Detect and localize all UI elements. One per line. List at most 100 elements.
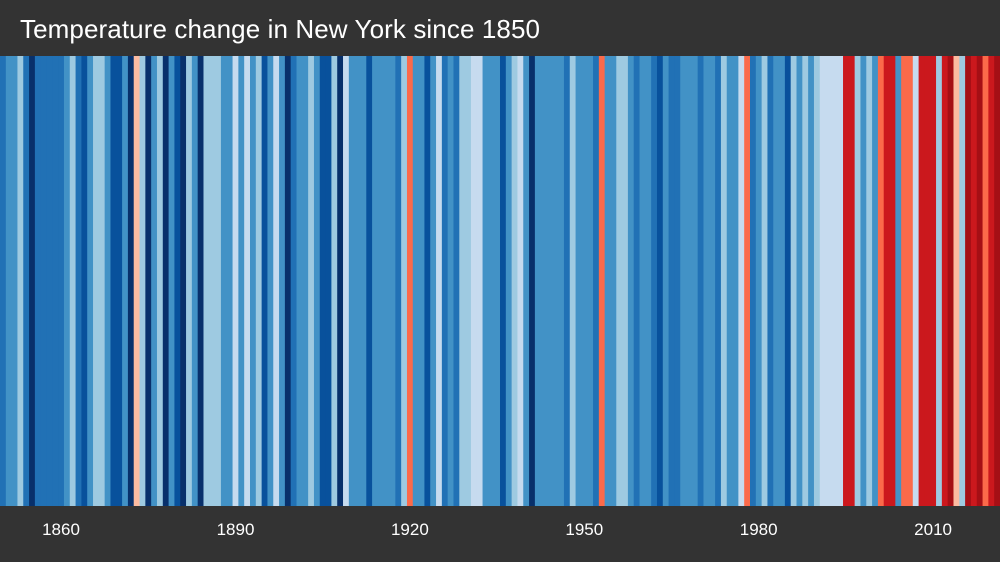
stripe-1933 xyxy=(482,56,489,506)
stripe-1905 xyxy=(319,56,327,506)
stripe-1856 xyxy=(34,56,42,506)
stripe-1964 xyxy=(662,56,670,506)
stripes-area xyxy=(0,56,1000,506)
stripe-1990 xyxy=(813,56,821,506)
stripe-1899 xyxy=(284,56,292,506)
stripe-1901 xyxy=(296,56,303,506)
stripe-1955 xyxy=(610,56,617,506)
stripe-1919 xyxy=(401,56,408,506)
stripe-1858 xyxy=(46,56,53,506)
x-tick-label: 1890 xyxy=(216,520,255,539)
stripe-1866 xyxy=(93,56,100,506)
stripe-1907 xyxy=(331,56,338,506)
stripe-1924 xyxy=(430,56,437,506)
stripe-1975 xyxy=(726,56,734,506)
stripe-1922 xyxy=(418,56,426,506)
stripe-1951 xyxy=(587,56,594,506)
stripe-1878 xyxy=(162,56,170,506)
stripe-1893 xyxy=(250,56,257,506)
stripe-1912 xyxy=(360,56,367,506)
stripe-1937 xyxy=(505,56,513,506)
stripe-1982 xyxy=(767,56,774,506)
stripe-1943 xyxy=(540,56,548,506)
stripe-1980 xyxy=(755,56,763,506)
chart-title: Temperature change in New York since 185… xyxy=(20,14,541,44)
stripe-1963 xyxy=(656,56,664,506)
stripe-1877 xyxy=(156,56,164,506)
stripe-1897 xyxy=(273,56,280,506)
stripe-1978 xyxy=(744,56,751,506)
stripe-2002 xyxy=(883,56,891,506)
stripe-2014 xyxy=(953,56,960,506)
stripe-2008 xyxy=(918,56,926,506)
stripe-1926 xyxy=(441,56,449,506)
stripe-1927 xyxy=(447,56,455,506)
stripe-1945 xyxy=(552,56,559,506)
x-tick-label: 2010 xyxy=(914,520,953,539)
stripe-1931 xyxy=(470,56,478,506)
stripe-1857 xyxy=(40,56,48,506)
stripe-1879 xyxy=(168,56,176,506)
stripe-1891 xyxy=(238,56,245,506)
stripe-1881 xyxy=(180,56,187,506)
stripe-2001 xyxy=(877,56,885,506)
stripe-1904 xyxy=(313,56,321,506)
stripe-1973 xyxy=(715,56,722,506)
stripe-1968 xyxy=(686,56,693,506)
stripe-1976 xyxy=(732,56,739,506)
stripe-1888 xyxy=(220,56,228,506)
stripe-2010 xyxy=(930,56,937,506)
stripe-1977 xyxy=(738,56,745,506)
stripe-2012 xyxy=(941,56,949,506)
stripe-1930 xyxy=(465,56,472,506)
stripe-1861 xyxy=(63,56,71,506)
stripe-1906 xyxy=(325,56,332,506)
stripe-1895 xyxy=(261,56,269,506)
stripe-1953 xyxy=(598,56,606,506)
stripe-1966 xyxy=(674,56,681,506)
stripe-1853 xyxy=(17,56,24,506)
stripe-1947 xyxy=(563,56,571,506)
stripe-1883 xyxy=(191,56,199,506)
stripe-1892 xyxy=(244,56,251,506)
stripe-1941 xyxy=(529,56,536,506)
stripe-2017 xyxy=(970,56,978,506)
stripe-1991 xyxy=(819,56,827,506)
stripe-1915 xyxy=(377,56,385,506)
stripe-1995 xyxy=(843,56,850,506)
stripe-1934 xyxy=(488,56,495,506)
stripe-2003 xyxy=(889,56,896,506)
stripe-1960 xyxy=(639,56,646,506)
stripe-1890 xyxy=(232,56,239,506)
stripe-2019 xyxy=(982,56,989,506)
stripe-1916 xyxy=(383,56,391,506)
stripe-1867 xyxy=(98,56,106,506)
stripe-1942 xyxy=(534,56,542,506)
stripe-1987 xyxy=(796,56,803,506)
stripe-1882 xyxy=(186,56,193,506)
stripe-1871 xyxy=(122,56,129,506)
stripe-1992 xyxy=(825,56,832,506)
stripe-1925 xyxy=(436,56,443,506)
stripe-2015 xyxy=(959,56,966,506)
stripe-1855 xyxy=(29,56,36,506)
stripe-1868 xyxy=(104,56,112,506)
stripe-1900 xyxy=(290,56,298,506)
stripe-1909 xyxy=(343,56,350,506)
stripe-1929 xyxy=(459,56,466,506)
stripe-2021 xyxy=(994,56,1000,506)
stripe-1864 xyxy=(81,56,88,506)
stripe-1997 xyxy=(854,56,862,506)
stripe-1870 xyxy=(116,56,123,506)
stripe-2004 xyxy=(895,56,902,506)
stripe-1944 xyxy=(546,56,553,506)
stripe-1989 xyxy=(808,56,815,506)
stripe-1887 xyxy=(215,56,222,506)
stripe-1969 xyxy=(691,56,699,506)
stripe-1952 xyxy=(593,56,600,506)
x-tick-label: 1860 xyxy=(42,520,80,539)
stripe-1949 xyxy=(575,56,582,506)
stripe-1998 xyxy=(860,56,867,506)
stripe-1946 xyxy=(558,56,565,506)
